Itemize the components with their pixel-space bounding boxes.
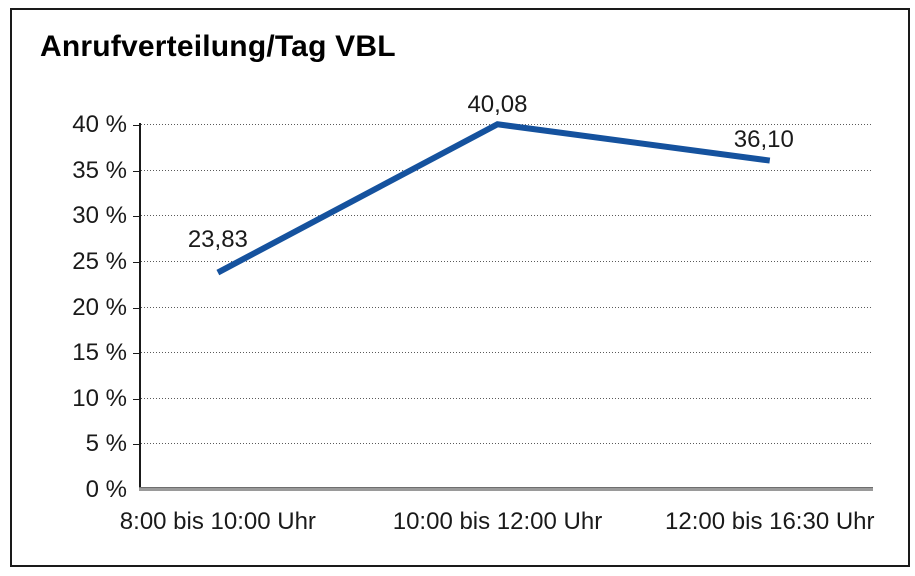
gridline	[141, 260, 873, 263]
y-axis-tick	[133, 307, 139, 309]
x-category-label: 10:00 bis 12:00 Uhr	[392, 508, 603, 535]
x-category-label: 12:00 bis 16:30 Uhr	[665, 508, 875, 535]
y-tick-label: 40 %	[72, 111, 127, 138]
y-axis-tick	[133, 125, 139, 126]
y-tick-label: 30 %	[72, 202, 127, 230]
gridline	[141, 306, 873, 309]
y-axis-tick	[133, 444, 139, 446]
chart-title: Anrufverteilung/Tag VBL	[40, 30, 396, 63]
y-axis-tick	[133, 398, 139, 400]
gridline	[141, 397, 873, 400]
y-tick-label: 35 %	[72, 156, 127, 184]
y-tick-label: 15 %	[72, 339, 127, 367]
data-point-label: 40,08	[467, 91, 528, 119]
y-tick-label: 25 %	[72, 247, 127, 275]
y-axis-tick	[133, 216, 139, 218]
data-point-label: 23,83	[187, 225, 248, 253]
y-axis-tick	[133, 353, 139, 355]
gridline	[141, 352, 873, 355]
y-axis-line	[139, 123, 141, 491]
gridline	[141, 215, 873, 218]
x-axis-baseline	[139, 487, 873, 491]
y-axis-tick	[133, 261, 139, 263]
y-tick-label: 20 %	[72, 293, 127, 321]
gridline	[141, 443, 873, 446]
x-category-label: 8:00 bis 10:00 Uhr	[119, 508, 316, 535]
data-point-label: 36,10	[733, 125, 794, 153]
y-axis-tick	[133, 170, 139, 172]
y-tick-label: 5 %	[85, 430, 127, 458]
y-tick-label: 0 %	[85, 476, 127, 503]
chart-frame: Anrufverteilung/Tag VBL	[10, 8, 910, 567]
gridline	[141, 169, 873, 172]
y-tick-label: 10 %	[72, 384, 127, 412]
